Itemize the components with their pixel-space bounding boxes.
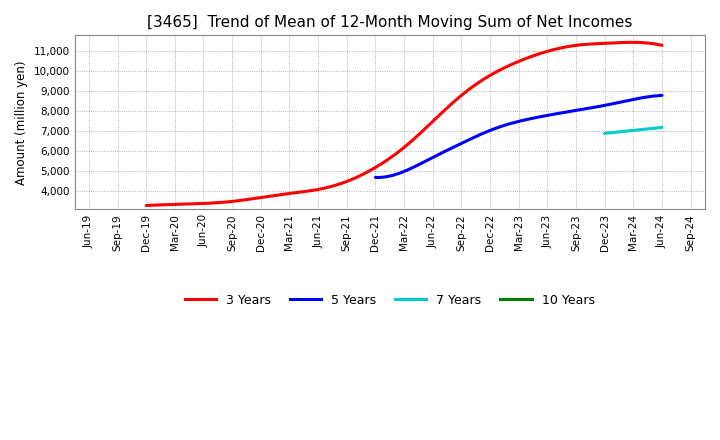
5 Years [372,175,381,180]
7 Years [657,125,666,130]
5 Years [371,175,379,180]
5 Years [613,100,622,105]
5 Years [632,96,641,102]
3 Years [458,92,467,98]
7 Years [600,131,609,136]
5 Years [543,113,552,118]
3 Years [142,203,150,208]
Legend: 3 Years, 5 Years, 7 Years, 10 Years: 3 Years, 5 Years, 7 Years, 10 Years [180,289,600,312]
3 Years [143,203,152,208]
Line: 3 Years: 3 Years [146,42,662,205]
3 Years [447,101,456,106]
3 Years [577,42,585,48]
5 Years [373,175,382,180]
3 Years [629,40,637,45]
5 Years [541,113,550,118]
Y-axis label: Amount (million yen): Amount (million yen) [15,60,28,185]
Title: [3465]  Trend of Mean of 12-Month Moving Sum of Net Incomes: [3465] Trend of Mean of 12-Month Moving … [147,15,632,30]
7 Years [629,128,638,133]
3 Years [609,40,618,45]
Line: 7 Years: 7 Years [605,128,662,133]
3 Years [449,100,458,105]
Line: 5 Years: 5 Years [375,95,662,177]
5 Years [657,93,666,98]
3 Years [657,43,666,48]
5 Years [547,112,556,117]
